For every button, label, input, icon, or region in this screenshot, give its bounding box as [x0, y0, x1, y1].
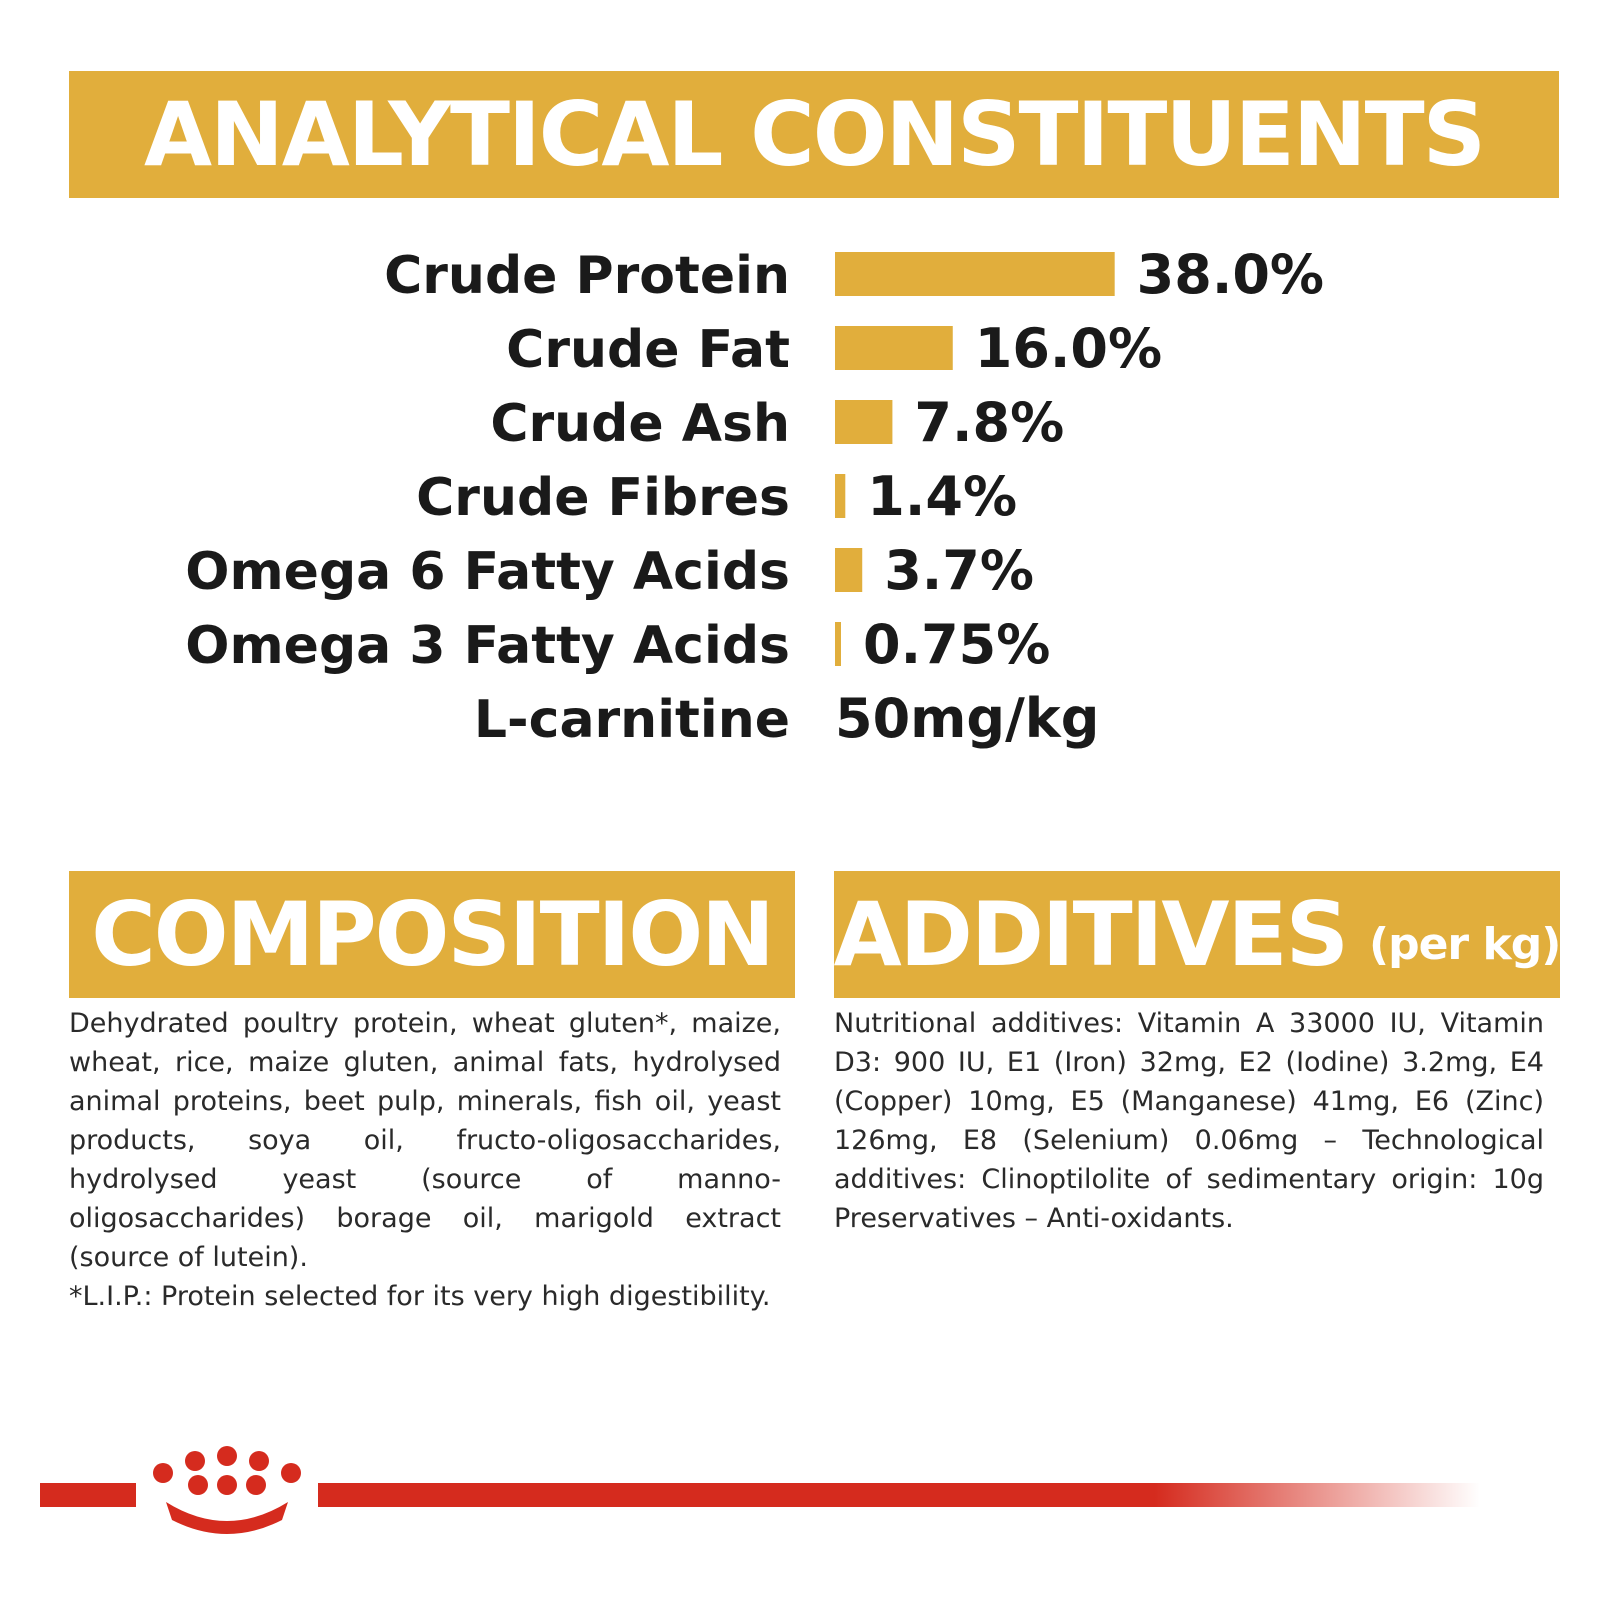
- additives-banner: ADDITIVES (per kg): [833, 871, 1561, 998]
- value-label-omega-3-fatty-acids: 0.75%: [863, 613, 1050, 676]
- footer-brand-strip: [40, 1446, 1480, 1534]
- analytical-constituents-title: ANALYTICAL CONSTITUENTS: [144, 83, 1486, 186]
- bar-crude-ash: [835, 400, 893, 444]
- analytical-constituents-banner: ANALYTICAL CONSTITUENTS: [69, 71, 1559, 198]
- analytical-constituents-chart: Crude Protein 38.0% Crude Fat 16.0% Crude As…: [185, 243, 1324, 750]
- bar-omega-3-fatty-acids: [835, 622, 841, 666]
- category-label-crude-fibres: Crude Fibres: [416, 468, 790, 528]
- value-label-crude-fibres: 1.4%: [867, 465, 1017, 528]
- value-label-crude-ash: 7.8%: [914, 391, 1064, 454]
- category-label-l-carnitine: L-carnitine: [474, 690, 790, 750]
- category-label-crude-ash: Crude Ash: [490, 394, 790, 454]
- additives-text: Nutritional additives: Vitamin A 33000 I…: [834, 1008, 1544, 1234]
- category-label-omega-3-fatty-acids: Omega 3 Fatty Acids: [185, 616, 790, 676]
- additives-per-kg-label: (per kg): [1368, 919, 1561, 970]
- value-label-crude-protein: 38.0%: [1137, 243, 1324, 306]
- bar-omega-6-fatty-acids: [835, 548, 863, 592]
- category-label-crude-protein: Crude Protein: [384, 246, 790, 306]
- bar-crude-fibres: [835, 474, 846, 518]
- category-label-omega-6-fatty-acids: Omega 6 Fatty Acids: [185, 542, 790, 602]
- composition-text: Dehydrated poultry protein, wheat gluten…: [69, 1008, 781, 1273]
- bar-crude-fat: [835, 326, 953, 370]
- additives-title: ADDITIVES: [833, 883, 1349, 986]
- composition-footnote: *L.I.P.: Protein selected for its very h…: [69, 1281, 771, 1312]
- footer-right-stripe: [318, 1483, 1480, 1507]
- footer-left-stripe: [40, 1483, 136, 1507]
- value-label-crude-fat: 16.0%: [975, 317, 1162, 380]
- value-label-omega-6-fatty-acids: 3.7%: [884, 539, 1034, 602]
- bar-crude-protein: [835, 252, 1115, 296]
- category-label-crude-fat: Crude Fat: [506, 320, 790, 380]
- crown-logo-icon: [153, 1446, 301, 1534]
- value-label-l-carnitine: 50mg/kg: [835, 687, 1099, 750]
- composition-banner: COMPOSITION: [69, 871, 795, 998]
- composition-title: COMPOSITION: [91, 883, 775, 986]
